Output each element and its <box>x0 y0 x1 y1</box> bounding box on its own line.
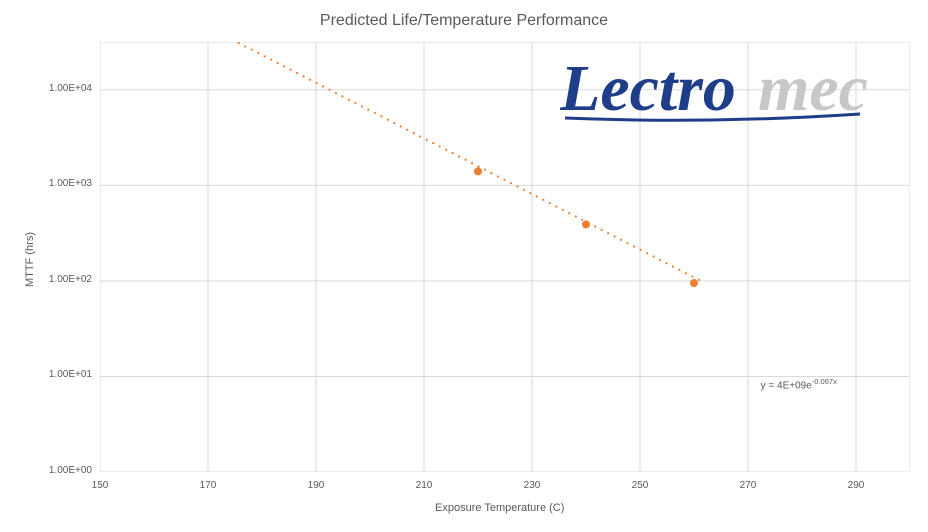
x-tick-label: 250 <box>632 480 649 491</box>
x-tick-label: 210 <box>416 480 433 491</box>
x-tick-label: 270 <box>740 480 757 491</box>
data-point <box>582 220 590 228</box>
svg-text:Lectro: Lectro <box>560 52 736 125</box>
x-tick-label: 150 <box>92 480 109 491</box>
y-tick-label: 1.00E+01 <box>49 369 92 380</box>
data-point <box>474 167 482 175</box>
x-tick-label: 230 <box>524 480 541 491</box>
x-tick-label: 190 <box>308 480 325 491</box>
equation-exponent: -0.067x <box>812 377 837 386</box>
y-tick-label: 1.00E+00 <box>49 465 92 476</box>
x-tick-label: 290 <box>848 480 865 491</box>
brand-logo: Lectro mec <box>560 50 900 130</box>
x-tick-label: 170 <box>200 480 217 491</box>
y-tick-label: 1.00E+02 <box>49 274 92 285</box>
brand-logo-svg: Lectro mec <box>560 50 900 130</box>
y-axis-label: MTTF (hrs) <box>24 232 36 287</box>
y-tick-label: 1.00E+03 <box>49 178 92 189</box>
chart-container: Predicted Life/Temperature Performance M… <box>0 0 928 532</box>
data-point <box>690 279 698 287</box>
trendline-equation: y = 4E+09e-0.067x <box>761 377 837 391</box>
y-tick-label: 1.00E+04 <box>49 83 92 94</box>
chart-title: Predicted Life/Temperature Performance <box>0 12 928 30</box>
equation-main: y = 4E+09e <box>761 381 812 392</box>
x-axis-label: Exposure Temperature (C) <box>435 502 564 514</box>
